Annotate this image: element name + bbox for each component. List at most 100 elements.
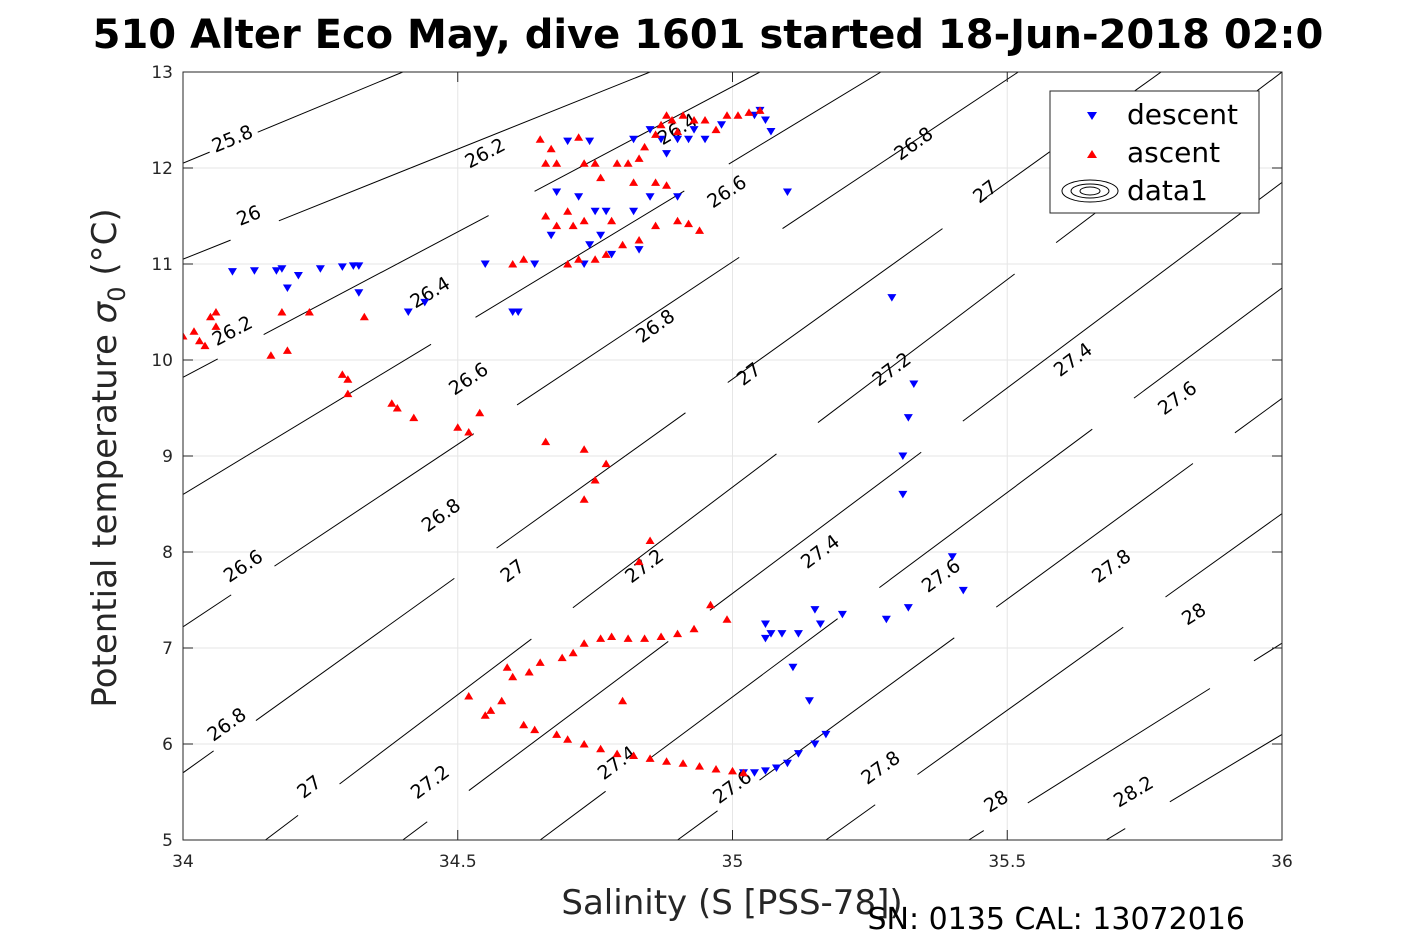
descent-point xyxy=(546,231,556,240)
legend-marker-ascent xyxy=(1087,150,1097,158)
ascent-point xyxy=(590,159,600,167)
ascent-point xyxy=(579,740,589,748)
ascent-point xyxy=(519,255,529,263)
isopycnal-line xyxy=(255,577,455,721)
y-tick-label: 7 xyxy=(162,639,173,659)
legend-label-ascent: ascent xyxy=(1127,136,1220,169)
ascent-point xyxy=(618,696,628,705)
isopycnal-line xyxy=(278,72,651,222)
ascent-point xyxy=(744,108,754,116)
ascent-point xyxy=(695,762,705,770)
isopycnal-line xyxy=(496,412,686,549)
descent-point xyxy=(662,150,672,158)
ascent-point xyxy=(552,159,562,167)
ascent-point xyxy=(337,370,347,378)
isopycnal-line xyxy=(183,151,210,164)
ascent-point xyxy=(266,351,276,359)
descent-point xyxy=(717,121,727,129)
ascent-point xyxy=(557,653,567,662)
descent-point xyxy=(815,620,825,628)
legend-marker-descent xyxy=(1087,112,1097,120)
isopycnal-line xyxy=(782,72,1019,230)
ascent-point xyxy=(574,133,584,141)
ascent-point xyxy=(579,159,589,167)
y-tick-label: 12 xyxy=(151,159,173,179)
ascent-point xyxy=(211,322,221,330)
ascent-point xyxy=(711,764,721,773)
ascent-point xyxy=(733,111,743,119)
ascent-point xyxy=(645,536,655,544)
descent-point xyxy=(793,630,803,638)
isopycnal-line xyxy=(183,239,231,260)
ascent-point xyxy=(618,240,628,249)
descent-point xyxy=(947,553,957,561)
ascent-point xyxy=(530,725,540,734)
ascent-point xyxy=(607,632,617,640)
descent-point xyxy=(782,188,792,196)
descent-point xyxy=(585,137,595,146)
x-tick-label: 34 xyxy=(172,852,194,872)
descent-point xyxy=(766,128,776,136)
x-tick-label: 34.5 xyxy=(439,852,477,872)
isopycnal-line xyxy=(1169,733,1282,803)
descent-point xyxy=(673,135,683,144)
y-tick-label: 5 xyxy=(162,831,173,851)
ascent-point xyxy=(480,711,490,719)
ascent-point xyxy=(486,706,496,714)
ascent-point xyxy=(667,116,677,124)
descent-point xyxy=(277,265,287,273)
descent-point xyxy=(601,207,611,216)
y-tick-label: 10 xyxy=(151,351,173,371)
descent-point xyxy=(634,246,644,254)
descent-point xyxy=(788,663,798,672)
y-axis-label-unit: (°C) xyxy=(85,208,125,286)
descent-point xyxy=(760,620,770,628)
ascent-point xyxy=(629,751,639,760)
ascent-point xyxy=(519,720,529,729)
axis-ticks: 34 34.5 35 35.5 36 5 6 7 8 9 10 11 12 13 xyxy=(151,63,1292,872)
ascent-point xyxy=(601,250,611,258)
ascent-point xyxy=(684,219,694,228)
descent-point xyxy=(607,250,617,259)
ascent-point xyxy=(563,207,573,215)
ascent-point xyxy=(722,111,732,119)
descent-point xyxy=(821,730,831,739)
ascent-point xyxy=(662,181,672,189)
descent-point xyxy=(645,193,655,201)
x-axis-label: Salinity (S [PSS-78]) xyxy=(561,883,902,923)
ascent-point xyxy=(706,600,716,609)
ascent-point xyxy=(645,754,655,762)
ascent-point xyxy=(277,308,287,316)
ascent-point xyxy=(612,159,622,167)
ascent-point xyxy=(392,404,402,412)
descent-point xyxy=(293,272,303,280)
descent-point xyxy=(898,452,908,460)
ascent-point xyxy=(568,648,578,657)
ascent-point xyxy=(464,428,474,436)
ascent-point xyxy=(359,312,369,321)
descent-point xyxy=(480,260,490,268)
ascent-point xyxy=(579,639,589,647)
isopycnal-line xyxy=(1253,642,1282,662)
ascent-point xyxy=(755,106,765,114)
ascent-point xyxy=(590,255,600,263)
descent-point xyxy=(771,764,781,772)
descent-point xyxy=(804,697,814,705)
y-axis-label-main: Potential temperature xyxy=(85,323,125,707)
ascent-point xyxy=(183,332,188,340)
descent-point xyxy=(760,767,770,775)
isopycnal-line xyxy=(572,453,777,609)
descent-point xyxy=(760,634,770,643)
y-axis-label-subscript: 0 xyxy=(103,286,131,301)
ascent-point xyxy=(634,557,644,566)
ascent-point xyxy=(596,634,606,642)
legend-label-data1: data1 xyxy=(1127,174,1208,207)
ascent-point xyxy=(343,375,353,383)
ascent-point xyxy=(623,159,633,167)
isopycnal-line xyxy=(183,358,218,378)
ascent-point xyxy=(282,346,292,354)
isopycnal-line xyxy=(647,618,838,761)
footer-serial: SN: 0135 CAL: 13072016 xyxy=(867,902,1245,937)
y-tick-label: 6 xyxy=(162,735,173,755)
